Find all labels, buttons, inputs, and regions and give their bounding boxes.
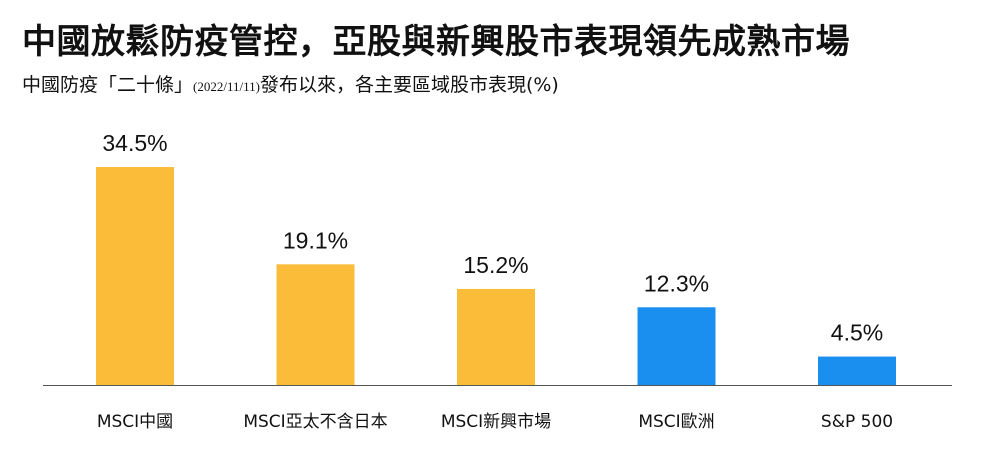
value-label-0: 34.5%	[102, 130, 167, 156]
category-label-3: MSCI歐洲	[638, 412, 714, 432]
category-label-2: MSCI新興市場	[441, 412, 551, 432]
category-label-4: S&P 500	[821, 412, 893, 432]
subtitle-date: (2022/11/11)	[193, 79, 260, 94]
bar-2	[457, 288, 535, 385]
value-label-1: 19.1%	[283, 227, 348, 253]
value-label-2: 15.2%	[463, 252, 528, 278]
category-label-1: MSCI亞太不含日本	[243, 412, 387, 432]
value-label-3: 12.3%	[644, 270, 709, 296]
chart-title: 中國放鬆防疫管控，亞股與新興股市表現領先成熟市場	[22, 22, 850, 62]
value-label-4: 4.5%	[831, 320, 883, 346]
subtitle-main: 中國防疫「二十條」	[22, 74, 194, 96]
bar-3	[637, 307, 716, 385]
bar-1	[276, 264, 355, 385]
category-label-0: MSCI中國	[97, 412, 173, 432]
category-labels-group: MSCI中國 MSCI亞太不含日本 MSCI新興市場 MSCI歐洲 S&P 500	[97, 412, 893, 432]
subtitle-rest: 發布以來，各主要區域股市表現(%)	[259, 74, 559, 96]
bar-0	[96, 167, 174, 385]
chart-subtitle: 中國防疫「二十條」(2022/11/11)發布以來，各主要區域股市表現(%)	[22, 70, 559, 97]
bars-group	[96, 167, 896, 385]
bar-4	[818, 356, 896, 385]
value-labels-group: 34.5% 19.1% 15.2% 12.3% 4.5%	[102, 130, 883, 346]
